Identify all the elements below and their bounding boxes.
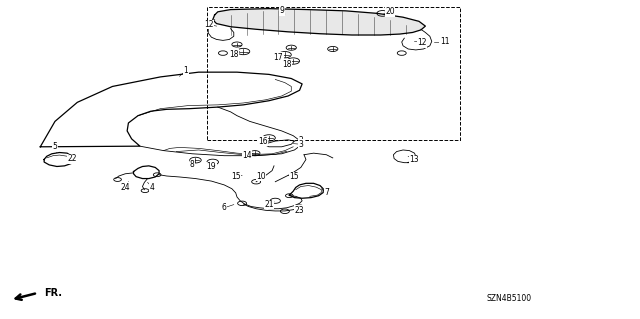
- Text: 7: 7: [324, 188, 329, 197]
- Text: 13: 13: [410, 155, 419, 164]
- Text: SZN4B5100: SZN4B5100: [486, 294, 531, 303]
- Text: 22: 22: [67, 154, 77, 163]
- Text: 17: 17: [274, 53, 284, 62]
- Text: 19: 19: [207, 162, 216, 171]
- Text: 6: 6: [222, 203, 227, 212]
- Text: 8: 8: [190, 160, 195, 169]
- Text: 3: 3: [298, 140, 303, 149]
- Text: 10: 10: [257, 172, 266, 181]
- Text: 11: 11: [440, 38, 449, 47]
- Text: 23: 23: [295, 206, 305, 215]
- Text: 15: 15: [290, 173, 300, 182]
- Text: 12: 12: [417, 38, 427, 47]
- Text: 21: 21: [264, 200, 274, 209]
- Text: 5: 5: [52, 142, 58, 151]
- Text: 4: 4: [150, 183, 154, 192]
- Text: 18: 18: [282, 60, 292, 69]
- Text: 9: 9: [279, 6, 284, 15]
- Text: 2: 2: [298, 136, 303, 145]
- Text: 24: 24: [120, 183, 130, 192]
- Text: 12: 12: [204, 20, 214, 29]
- Text: 15: 15: [231, 173, 241, 182]
- Polygon shape: [212, 9, 426, 35]
- Text: 20: 20: [385, 7, 395, 16]
- Text: 18: 18: [229, 49, 239, 59]
- Text: 16: 16: [258, 137, 268, 145]
- Text: FR.: FR.: [44, 288, 62, 298]
- Text: 1: 1: [184, 66, 188, 75]
- Text: 14: 14: [243, 151, 252, 160]
- Bar: [207, 7, 461, 140]
